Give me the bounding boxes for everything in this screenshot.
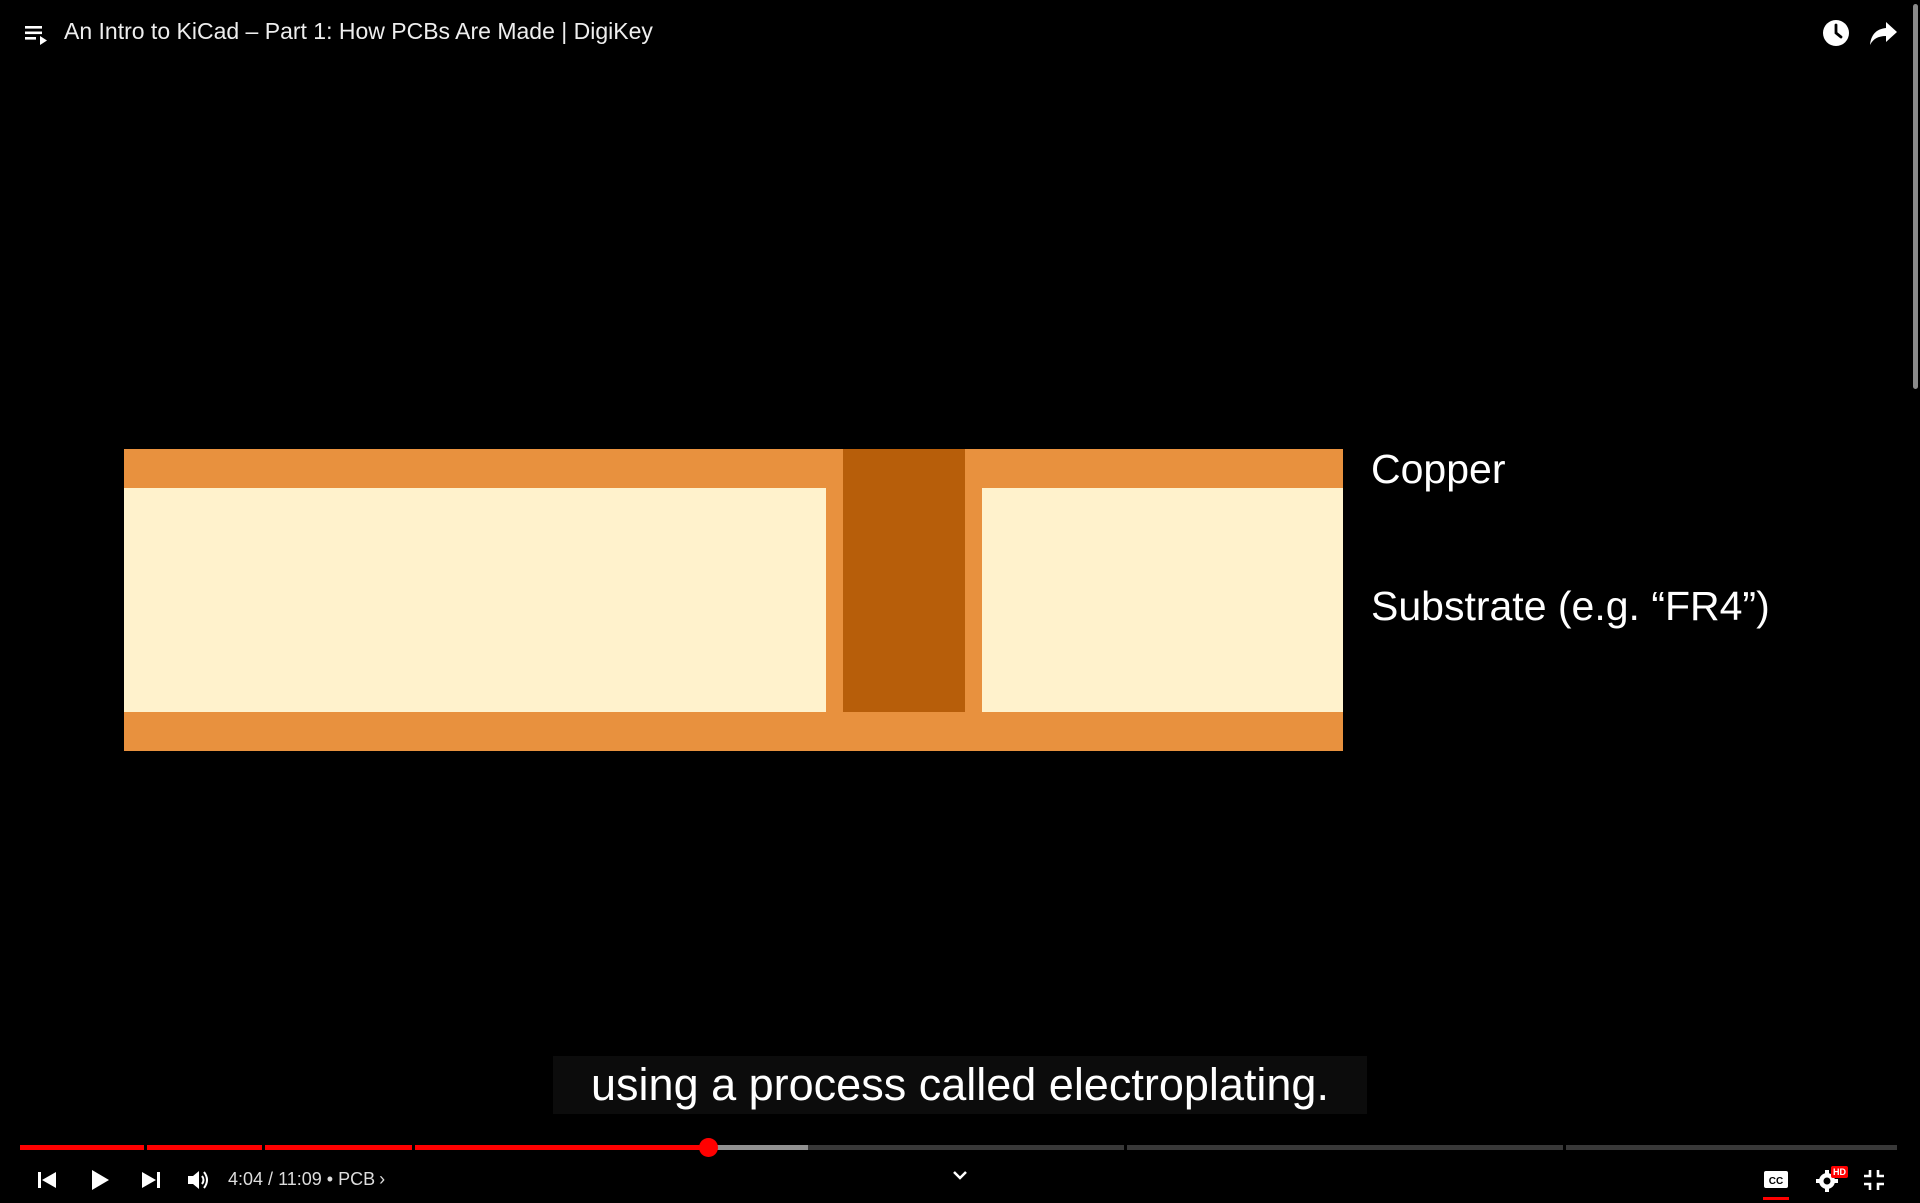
substrate-left: [124, 488, 826, 712]
chapter-marker: [412, 1144, 416, 1151]
scrubber-handle[interactable]: [699, 1138, 719, 1157]
next-icon[interactable]: [133, 1162, 169, 1198]
copper-label: Copper: [1371, 446, 1506, 492]
time-separator: /: [263, 1169, 279, 1189]
top-bar: An Intro to KiCad – Part 1: How PCBs Are…: [0, 0, 1920, 64]
subtitles-active-indicator: [1763, 1197, 1789, 1200]
miniplayer-chevron-icon[interactable]: [942, 1160, 978, 1196]
player-controls: 4:04 / 11:09 • PCB › CC HD: [0, 1160, 1920, 1200]
settings-icon[interactable]: HD: [1812, 1162, 1848, 1198]
chapter-chevron-icon[interactable]: ›: [379, 1169, 386, 1189]
svg-text:CC: CC: [1769, 1176, 1783, 1187]
video-title[interactable]: An Intro to KiCad – Part 1: How PCBs Are…: [64, 18, 653, 44]
hd-badge: HD: [1831, 1166, 1848, 1178]
scrollbar-thumb[interactable]: [1913, 4, 1918, 389]
via-plated-hole: [843, 449, 965, 751]
chapter-marker: [262, 1144, 266, 1151]
volume-icon[interactable]: [180, 1162, 216, 1198]
progress-bar[interactable]: [20, 1138, 1897, 1157]
previous-icon[interactable]: [29, 1162, 65, 1198]
watch-later-icon[interactable]: [1819, 16, 1853, 50]
chapter-marker: [1123, 1144, 1127, 1151]
current-time: 4:04: [228, 1169, 264, 1189]
exit-fullscreen-icon[interactable]: [1856, 1162, 1892, 1198]
caption-window[interactable]: using a process called electroplating.: [553, 1056, 1367, 1114]
chapter-marker: [1562, 1144, 1566, 1151]
caption-text: using a process called electroplating.: [591, 1059, 1329, 1110]
progress-track: [20, 1145, 1897, 1150]
time-display: 4:04 / 11:09 • PCB ›: [228, 1169, 385, 1190]
copper-bottom-layer: [124, 712, 1343, 751]
substrate-right: [982, 488, 1343, 712]
duration: 11:09: [278, 1169, 322, 1189]
progress-played: [20, 1145, 709, 1150]
share-icon[interactable]: [1867, 16, 1901, 50]
chapter-marker: [143, 1144, 147, 1151]
copper-top-layer: [124, 449, 1343, 488]
via-plating-right: [963, 449, 982, 751]
chapter-separator: •: [321, 1169, 339, 1189]
via-plating-left: [826, 449, 845, 751]
subtitles-icon[interactable]: CC: [1758, 1162, 1794, 1200]
pcb-cross-section: [124, 449, 1343, 751]
scrollbar[interactable]: [1912, 0, 1920, 1200]
chapter-title[interactable]: PCB: [338, 1169, 376, 1189]
substrate-label: Substrate (e.g. “FR4”): [1371, 583, 1770, 629]
play-icon[interactable]: [82, 1162, 118, 1198]
playlist-icon[interactable]: [22, 20, 50, 48]
